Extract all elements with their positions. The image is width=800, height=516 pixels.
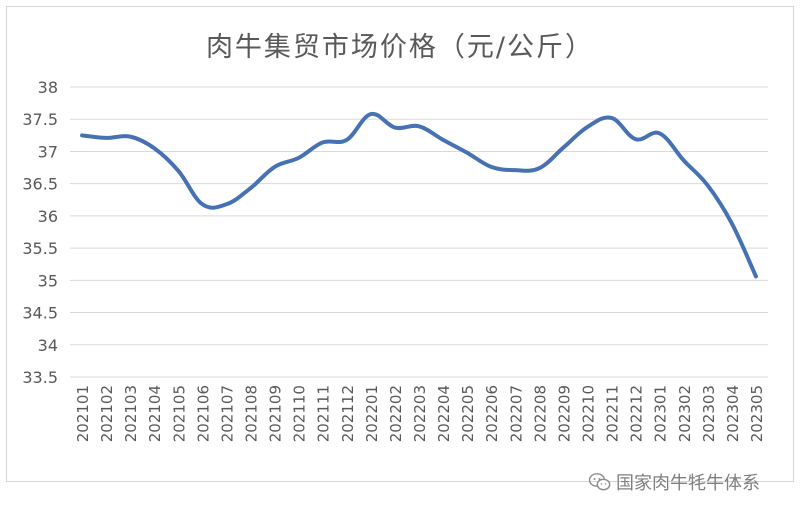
y-tick-label: 38 bbox=[38, 78, 58, 97]
x-tick-label: 202201 bbox=[363, 385, 381, 442]
x-tick-label: 202210 bbox=[579, 385, 597, 442]
watermark-text: 国家肉牛牦牛体系 bbox=[616, 473, 760, 494]
x-tick-label: 202112 bbox=[339, 385, 357, 442]
y-tick-label: 37 bbox=[38, 142, 58, 161]
x-tick-label: 202110 bbox=[291, 385, 309, 442]
y-tick-label: 33.5 bbox=[22, 368, 58, 387]
x-tick-label: 202209 bbox=[555, 385, 573, 442]
x-tick-label: 202301 bbox=[652, 385, 670, 442]
chart-frame: 肉牛集贸市场价格（元/公斤） bbox=[6, 6, 794, 482]
chart-title: 肉牛集贸市场价格（元/公斤） bbox=[205, 32, 595, 63]
x-tick-label: 202105 bbox=[170, 385, 188, 442]
x-tick-label: 202106 bbox=[194, 385, 212, 442]
x-tick-label: 202305 bbox=[748, 385, 766, 442]
y-tick-label: 35 bbox=[38, 271, 58, 290]
x-tick-label: 202107 bbox=[218, 385, 236, 442]
watermark: 国家肉牛牦牛体系 bbox=[588, 470, 760, 494]
y-tick-label: 35.5 bbox=[22, 239, 58, 258]
y-tick-label: 37.5 bbox=[22, 110, 58, 129]
x-tick-label: 202204 bbox=[435, 385, 453, 442]
x-tick-label: 202205 bbox=[459, 385, 477, 442]
x-tick-label: 202203 bbox=[411, 385, 429, 442]
wechat-icon bbox=[588, 473, 611, 491]
x-tick-label: 202103 bbox=[122, 385, 140, 442]
y-tick-label: 36.5 bbox=[22, 175, 58, 194]
x-tick-label: 202111 bbox=[315, 385, 333, 442]
x-tick-label: 202303 bbox=[700, 385, 718, 442]
x-tick-label: 202207 bbox=[507, 385, 525, 442]
x-tick-label: 202211 bbox=[604, 385, 622, 442]
series-line bbox=[80, 111, 758, 279]
y-tick-label: 34.5 bbox=[22, 304, 58, 323]
x-tick-label: 202202 bbox=[387, 385, 405, 442]
x-tick-label: 202206 bbox=[483, 385, 501, 442]
x-tick-label: 202101 bbox=[74, 385, 92, 442]
x-tick-label: 202109 bbox=[267, 385, 285, 442]
x-tick-label: 202302 bbox=[676, 385, 694, 442]
x-tick-label: 202212 bbox=[628, 385, 646, 442]
x-tick-label: 202208 bbox=[531, 385, 549, 442]
x-tick-label: 202108 bbox=[243, 385, 261, 442]
y-tick-label: 36 bbox=[38, 207, 58, 226]
x-tick-label: 202102 bbox=[98, 385, 116, 442]
x-tick-label: 202104 bbox=[146, 385, 164, 442]
x-tick-label: 202304 bbox=[724, 385, 742, 442]
y-tick-label: 34 bbox=[38, 336, 58, 355]
